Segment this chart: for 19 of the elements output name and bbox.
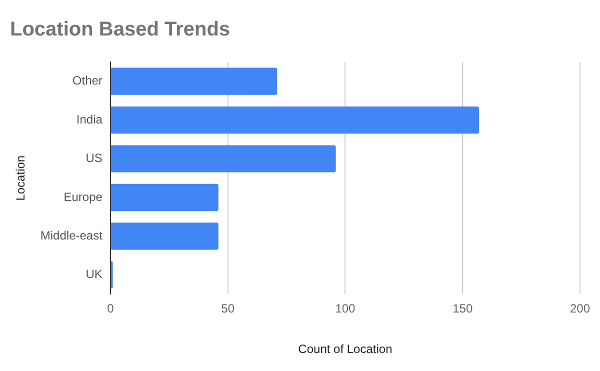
y-tick-label: US bbox=[86, 151, 102, 166]
bar bbox=[110, 68, 278, 95]
bar bbox=[110, 145, 336, 172]
y-tick-label: UK bbox=[86, 267, 102, 282]
chart-title: Location Based Trends bbox=[10, 18, 230, 41]
y-tick-label: India bbox=[76, 112, 103, 126]
bar bbox=[110, 222, 218, 250]
y-tick-label: Europe bbox=[64, 190, 103, 204]
x-tick-label: 150 bbox=[452, 302, 473, 316]
bar bbox=[110, 184, 218, 211]
x-tick-label: 100 bbox=[335, 302, 356, 316]
y-tick-label: Middle-east bbox=[40, 228, 104, 242]
x-axis-title: Count of Location bbox=[298, 342, 392, 356]
y-axis-title: Location bbox=[14, 155, 28, 201]
x-tick-label: 200 bbox=[570, 302, 590, 316]
bar bbox=[110, 106, 480, 134]
x-tick-label: 0 bbox=[107, 302, 114, 316]
x-tick-label: 50 bbox=[221, 302, 235, 316]
y-tick-label: Other bbox=[72, 74, 102, 88]
